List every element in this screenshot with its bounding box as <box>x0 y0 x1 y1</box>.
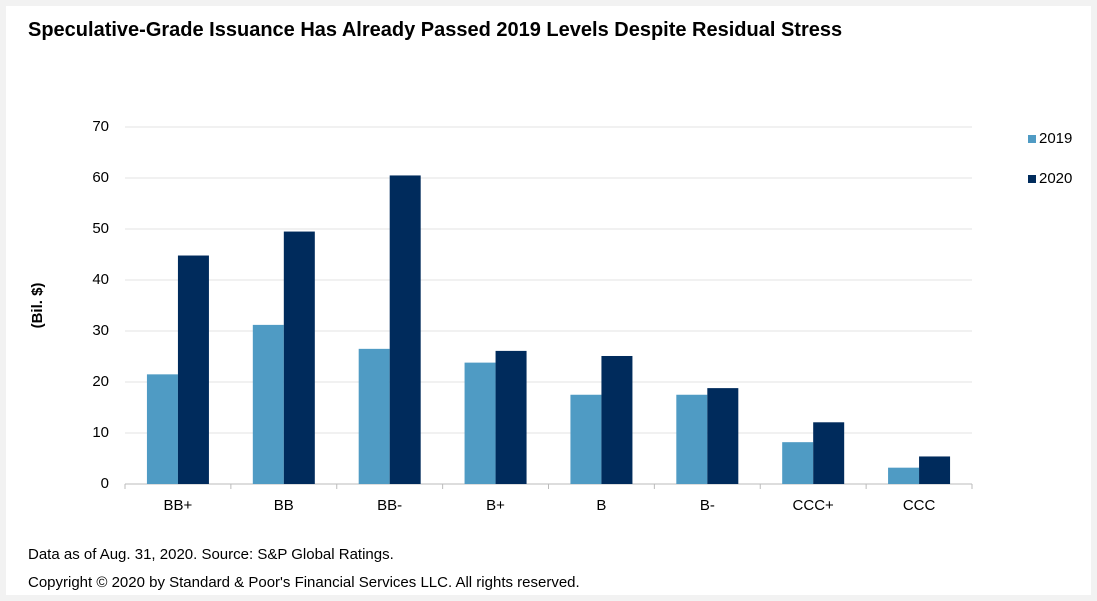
bar <box>389 175 421 484</box>
x-tick-label: B+ <box>486 497 505 514</box>
bar <box>283 231 315 484</box>
x-tick-label: BB <box>274 497 294 514</box>
y-tick-label: 30 <box>92 322 109 339</box>
bar <box>919 456 951 484</box>
page: Speculative-Grade Issuance Has Already P… <box>6 6 1091 595</box>
bar <box>676 394 708 484</box>
legend-swatch <box>1028 175 1036 183</box>
y-tick-label: 50 <box>92 220 109 237</box>
bar <box>495 350 527 484</box>
bar <box>601 355 633 484</box>
legend-swatch <box>1028 135 1036 143</box>
bar <box>888 467 920 484</box>
y-tick-label: 20 <box>92 373 109 390</box>
y-tick-label: 70 <box>92 118 109 135</box>
bar <box>146 374 178 484</box>
x-tick-label: BB- <box>377 497 402 514</box>
x-tick-label: B <box>596 497 606 514</box>
x-tick-label: CCC <box>903 497 936 514</box>
bar <box>707 388 739 484</box>
bar <box>813 422 845 484</box>
chart-title: Speculative-Grade Issuance Has Already P… <box>28 19 843 41</box>
bar <box>570 394 602 484</box>
y-tick-label: 40 <box>92 271 109 288</box>
y-tick-label: 0 <box>101 475 109 492</box>
bar <box>252 324 284 484</box>
bar <box>358 348 390 484</box>
source-note: Data as of Aug. 31, 2020. Source: S&P Gl… <box>28 546 394 563</box>
copyright-note: Copyright © 2020 by Standard & Poor's Fi… <box>28 574 580 591</box>
y-tick-label: 10 <box>92 424 109 441</box>
y-axis-label: (Bil. $) <box>29 283 46 329</box>
x-tick-label: B- <box>700 497 715 514</box>
x-tick-label: CCC+ <box>793 497 834 514</box>
bar <box>464 362 496 484</box>
legend-label: 2020 <box>1039 170 1072 187</box>
x-tick-label: BB+ <box>164 497 193 514</box>
y-tick-label: 60 <box>92 169 109 186</box>
bar <box>782 442 814 484</box>
legend-label: 2019 <box>1039 130 1072 147</box>
bar <box>177 255 209 484</box>
